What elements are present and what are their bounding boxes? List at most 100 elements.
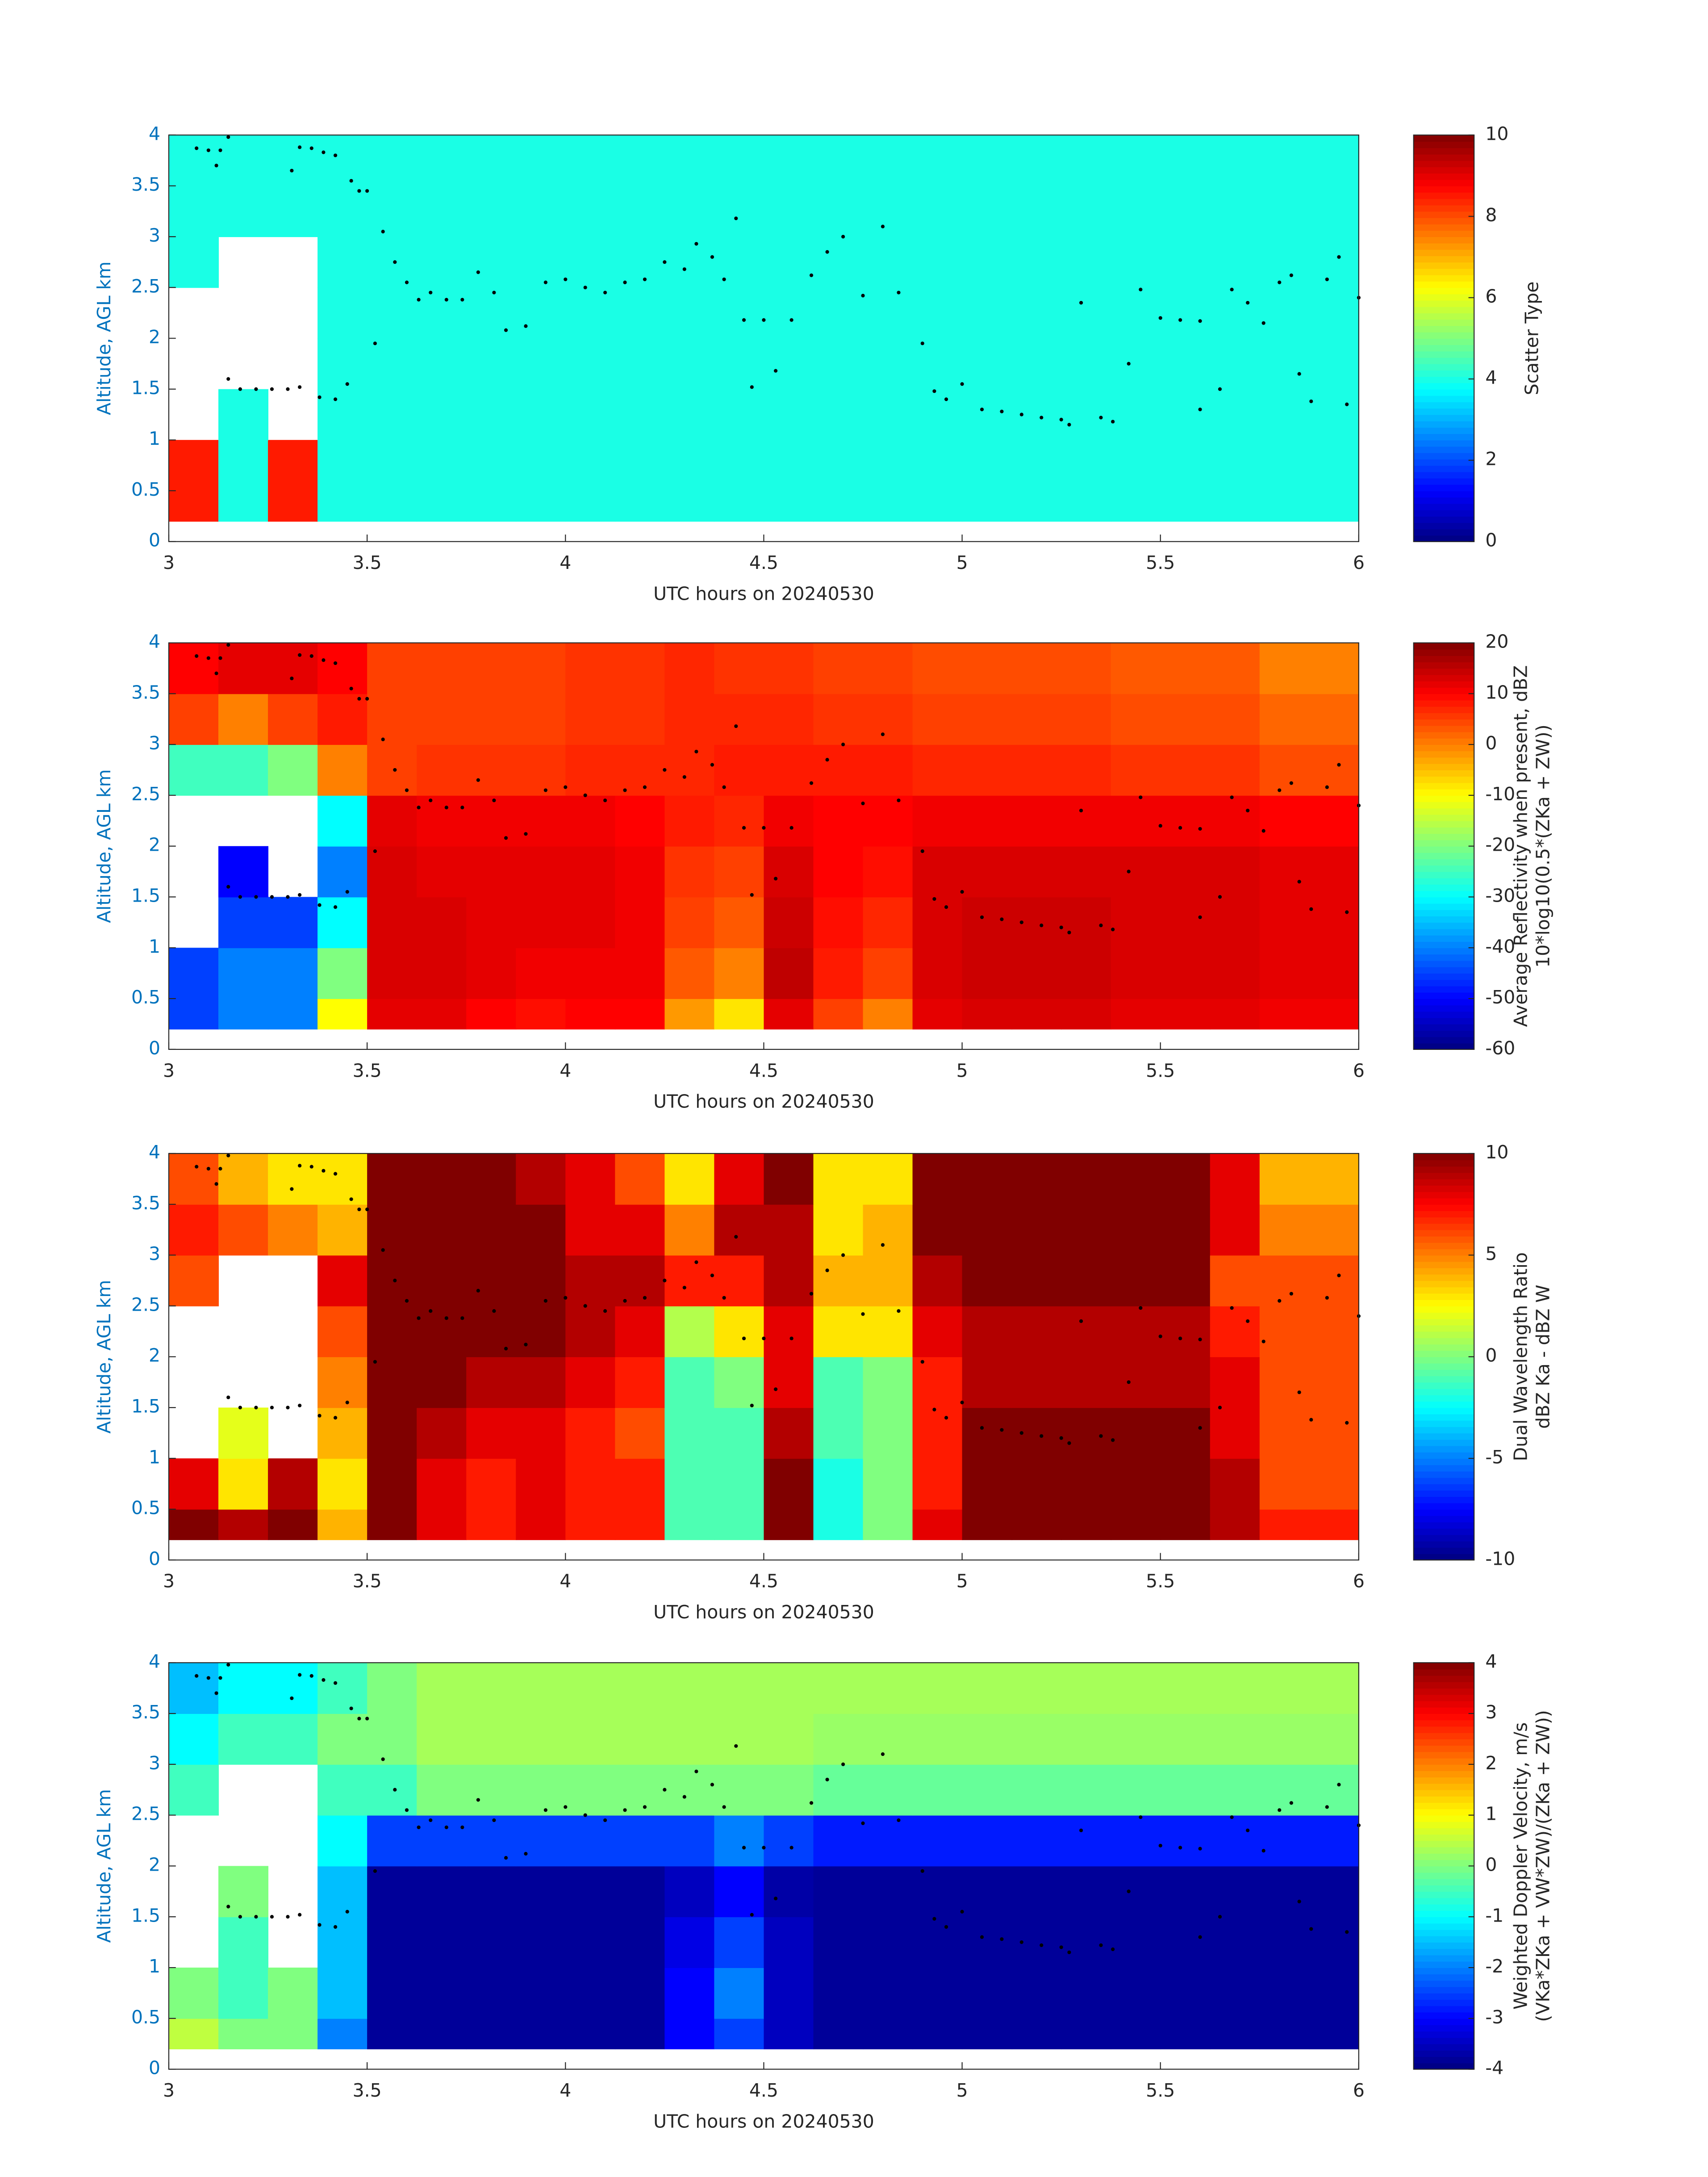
heat-cell bbox=[1111, 1764, 1161, 1816]
heat-cell bbox=[466, 795, 517, 847]
heat-cell bbox=[1210, 1866, 1260, 1918]
heat-cell bbox=[1111, 236, 1161, 288]
heat-cell bbox=[1309, 1968, 1359, 2019]
marker-dot bbox=[750, 1404, 754, 1408]
heat-cell bbox=[1011, 1306, 1062, 1358]
marker-dot bbox=[333, 397, 338, 401]
heat-cell bbox=[615, 694, 665, 745]
heat-cell bbox=[1309, 897, 1359, 949]
heat-cell bbox=[1160, 1458, 1211, 1510]
colorbar-swatch bbox=[1413, 1198, 1474, 1205]
heat-cell bbox=[863, 1917, 913, 1968]
heat-cell bbox=[168, 186, 219, 237]
heat-cell bbox=[565, 135, 616, 187]
heat-cell bbox=[1210, 897, 1260, 949]
colorbar-swatch bbox=[1413, 776, 1474, 783]
marker-dot bbox=[429, 1818, 433, 1822]
heat-cell bbox=[1061, 1713, 1111, 1765]
colorbar-swatch bbox=[1413, 1764, 1474, 1772]
colorbar-swatch bbox=[1413, 497, 1474, 504]
heat-cell bbox=[516, 1663, 566, 1714]
heat-cell bbox=[664, 999, 715, 1030]
colorbar-swatch bbox=[1413, 1261, 1474, 1268]
colorbar-swatch bbox=[1413, 966, 1474, 974]
colorbar-swatch bbox=[1413, 719, 1474, 726]
heat-cell bbox=[367, 999, 418, 1030]
heat-cell bbox=[615, 389, 665, 441]
colorbar-swatch bbox=[1413, 2037, 1474, 2044]
heat-cell bbox=[1309, 287, 1359, 339]
colorbar-swatch bbox=[1413, 268, 1474, 276]
heat-cell bbox=[1210, 1204, 1260, 1256]
marker-dot bbox=[623, 1808, 627, 1812]
heat-cell bbox=[516, 694, 566, 745]
marker-dot bbox=[1278, 280, 1282, 284]
marker-dot bbox=[694, 749, 698, 754]
heat-cell bbox=[714, 236, 764, 288]
heat-cell bbox=[863, 338, 913, 390]
heat-cell bbox=[813, 643, 864, 694]
colorbar-swatch bbox=[1413, 808, 1474, 815]
marker-dot bbox=[333, 905, 338, 909]
colorbar-swatch bbox=[1413, 1713, 1474, 1721]
heat-cell bbox=[764, 236, 814, 288]
marker-dot bbox=[373, 849, 377, 853]
colorbar-swatch bbox=[1413, 751, 1474, 758]
heat-cell bbox=[417, 1458, 467, 1510]
colorbar-swatch bbox=[1413, 160, 1474, 167]
heat-cell bbox=[714, 846, 764, 898]
heat-cell bbox=[1111, 846, 1161, 898]
x-tick-label: 3 bbox=[163, 552, 175, 573]
marker-dot bbox=[1325, 1805, 1329, 1809]
heat-cell bbox=[168, 1458, 219, 1510]
heat-cell bbox=[962, 1306, 1012, 1358]
marker-dot bbox=[1067, 1950, 1071, 1955]
marker-dot bbox=[1198, 1847, 1202, 1851]
marker-dot bbox=[750, 385, 754, 389]
marker-dot bbox=[254, 895, 258, 899]
marker-dot bbox=[333, 1416, 338, 1420]
heat-cell bbox=[714, 186, 764, 237]
heat-cell bbox=[714, 1255, 764, 1307]
heat-cell bbox=[1011, 1153, 1062, 1205]
marker-dot bbox=[524, 1852, 528, 1856]
heat-cell bbox=[1259, 1815, 1310, 1867]
heat-cell bbox=[565, 643, 616, 694]
heat-cell bbox=[1061, 897, 1111, 949]
heat-cell bbox=[466, 2018, 517, 2050]
y-tick-label: 2 bbox=[149, 326, 160, 348]
heat-cell bbox=[1111, 948, 1161, 999]
marker-dot bbox=[960, 890, 964, 894]
heat-cell bbox=[764, 1663, 814, 1714]
marker-dot bbox=[381, 1757, 385, 1761]
y-tick-label: 0.5 bbox=[131, 1497, 160, 1519]
marker-dot bbox=[960, 1910, 964, 1914]
heat-cell bbox=[764, 1153, 814, 1205]
marker-dot bbox=[357, 697, 361, 701]
heat-cell bbox=[813, 1917, 864, 1968]
colorbar-tick-label: -3 bbox=[1485, 2006, 1503, 2028]
colorbar-swatch bbox=[1413, 1828, 1474, 1835]
marker-dot bbox=[333, 1681, 338, 1685]
heat-cell bbox=[1309, 1306, 1359, 1358]
colorbar-swatch bbox=[1413, 1452, 1474, 1459]
heat-cell bbox=[367, 490, 418, 522]
heat-cell bbox=[565, 440, 616, 491]
marker-dot bbox=[206, 1676, 210, 1680]
colorbar-swatch bbox=[1413, 662, 1474, 669]
marker-dot bbox=[881, 1243, 885, 1247]
heat-cell bbox=[962, 1458, 1012, 1510]
colorbar-swatch bbox=[1413, 1917, 1474, 1924]
heat-cell bbox=[1160, 1204, 1211, 1256]
heat-cell bbox=[466, 897, 517, 949]
y-tick-label: 2 bbox=[149, 834, 160, 856]
heat-cell bbox=[813, 1255, 864, 1307]
heat-cell bbox=[1061, 1815, 1111, 1867]
marker-dot bbox=[1198, 827, 1202, 831]
heat-cell bbox=[516, 948, 566, 999]
marker-dot bbox=[444, 1825, 448, 1830]
heat-cell bbox=[714, 694, 764, 745]
heat-cell bbox=[813, 389, 864, 441]
heat-cell bbox=[1259, 1509, 1310, 1540]
heat-cell bbox=[268, 643, 318, 694]
